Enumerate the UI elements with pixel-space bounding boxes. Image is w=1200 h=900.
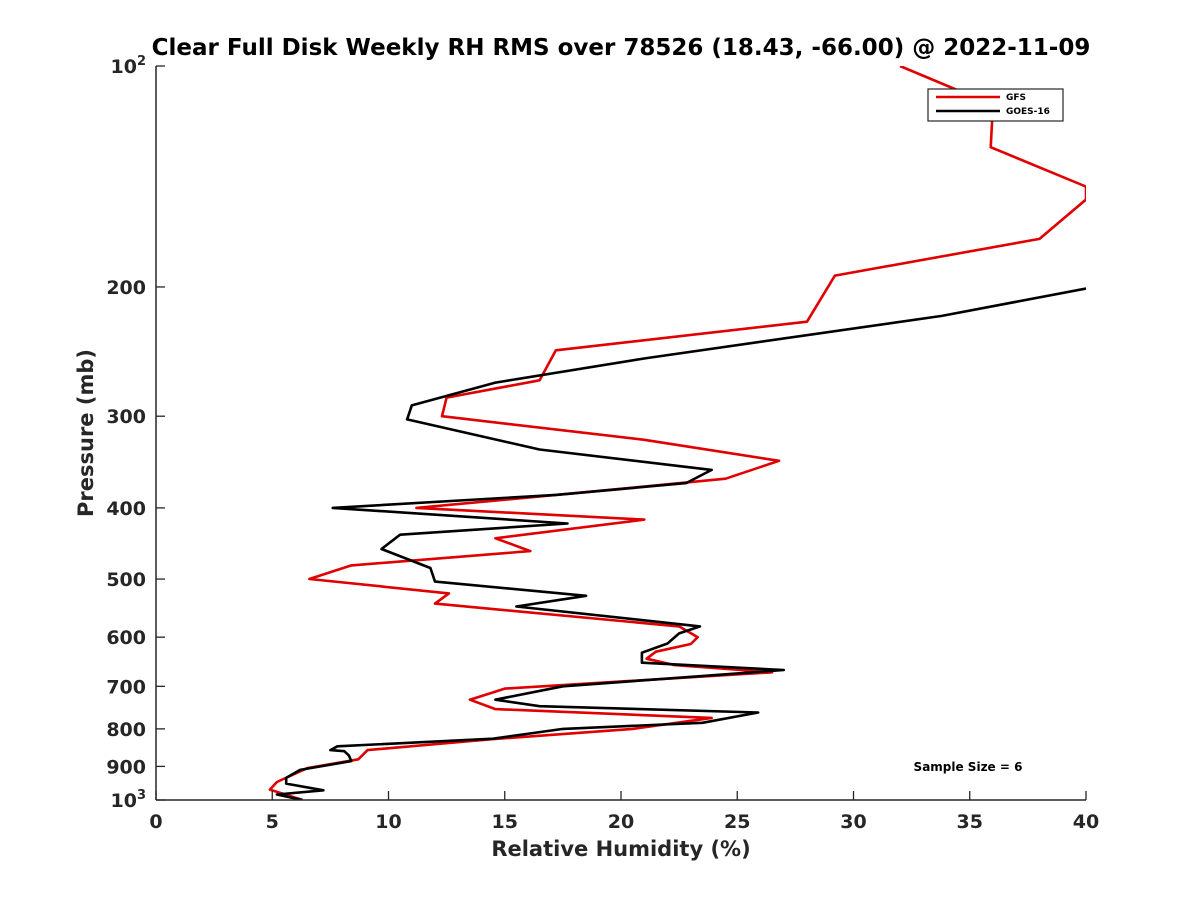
legend-box	[927, 88, 1064, 122]
x-tick-label: 25	[724, 811, 750, 833]
chart-title: Clear Full Disk Weekly RH RMS over 78526…	[152, 35, 1091, 61]
y-tick-label: 103	[111, 788, 147, 812]
y-tick-label: 200	[106, 277, 146, 299]
y-axis-label: Pressure (mb)	[74, 349, 98, 517]
x-tick-label: 20	[608, 811, 634, 833]
y-tick-label: 500	[106, 569, 146, 591]
x-ticks: 0 5 10 15 20 25 30 35 40	[149, 791, 1099, 833]
axes	[155, 66, 1086, 801]
y-tick-label: 800	[106, 719, 146, 741]
x-tick-label: 10	[375, 811, 401, 833]
x-tick-label: 30	[840, 811, 866, 833]
legend-label-gfs: GFS	[1006, 93, 1026, 103]
y-ticks: 102 200 300 400 500 600 700 800 900 103	[106, 54, 165, 812]
series-line-goes16	[275, 287, 1086, 800]
x-tick-label: 35	[957, 811, 983, 833]
y-tick-label: 700	[106, 676, 146, 698]
legend: GFS GOES-16	[927, 88, 1064, 122]
x-axis-label: Relative Humidity (%)	[491, 837, 750, 861]
legend-label-goes16: GOES-16	[1006, 107, 1050, 117]
x-tick-label: 15	[492, 811, 518, 833]
y-tick-label: 400	[106, 498, 146, 520]
y-tick-label: 600	[106, 627, 146, 649]
y-tick-label: 300	[106, 406, 146, 428]
y-tick-label: 102	[111, 54, 147, 78]
series-layer	[268, 66, 1086, 800]
x-tick-label: 40	[1073, 811, 1099, 833]
x-tick-label: 0	[149, 811, 162, 833]
series-line-gfs	[268, 66, 1086, 800]
x-tick-label: 5	[266, 811, 279, 833]
sample-size-annotation: Sample Size = 6	[914, 760, 1023, 774]
y-tick-label: 900	[106, 756, 146, 778]
